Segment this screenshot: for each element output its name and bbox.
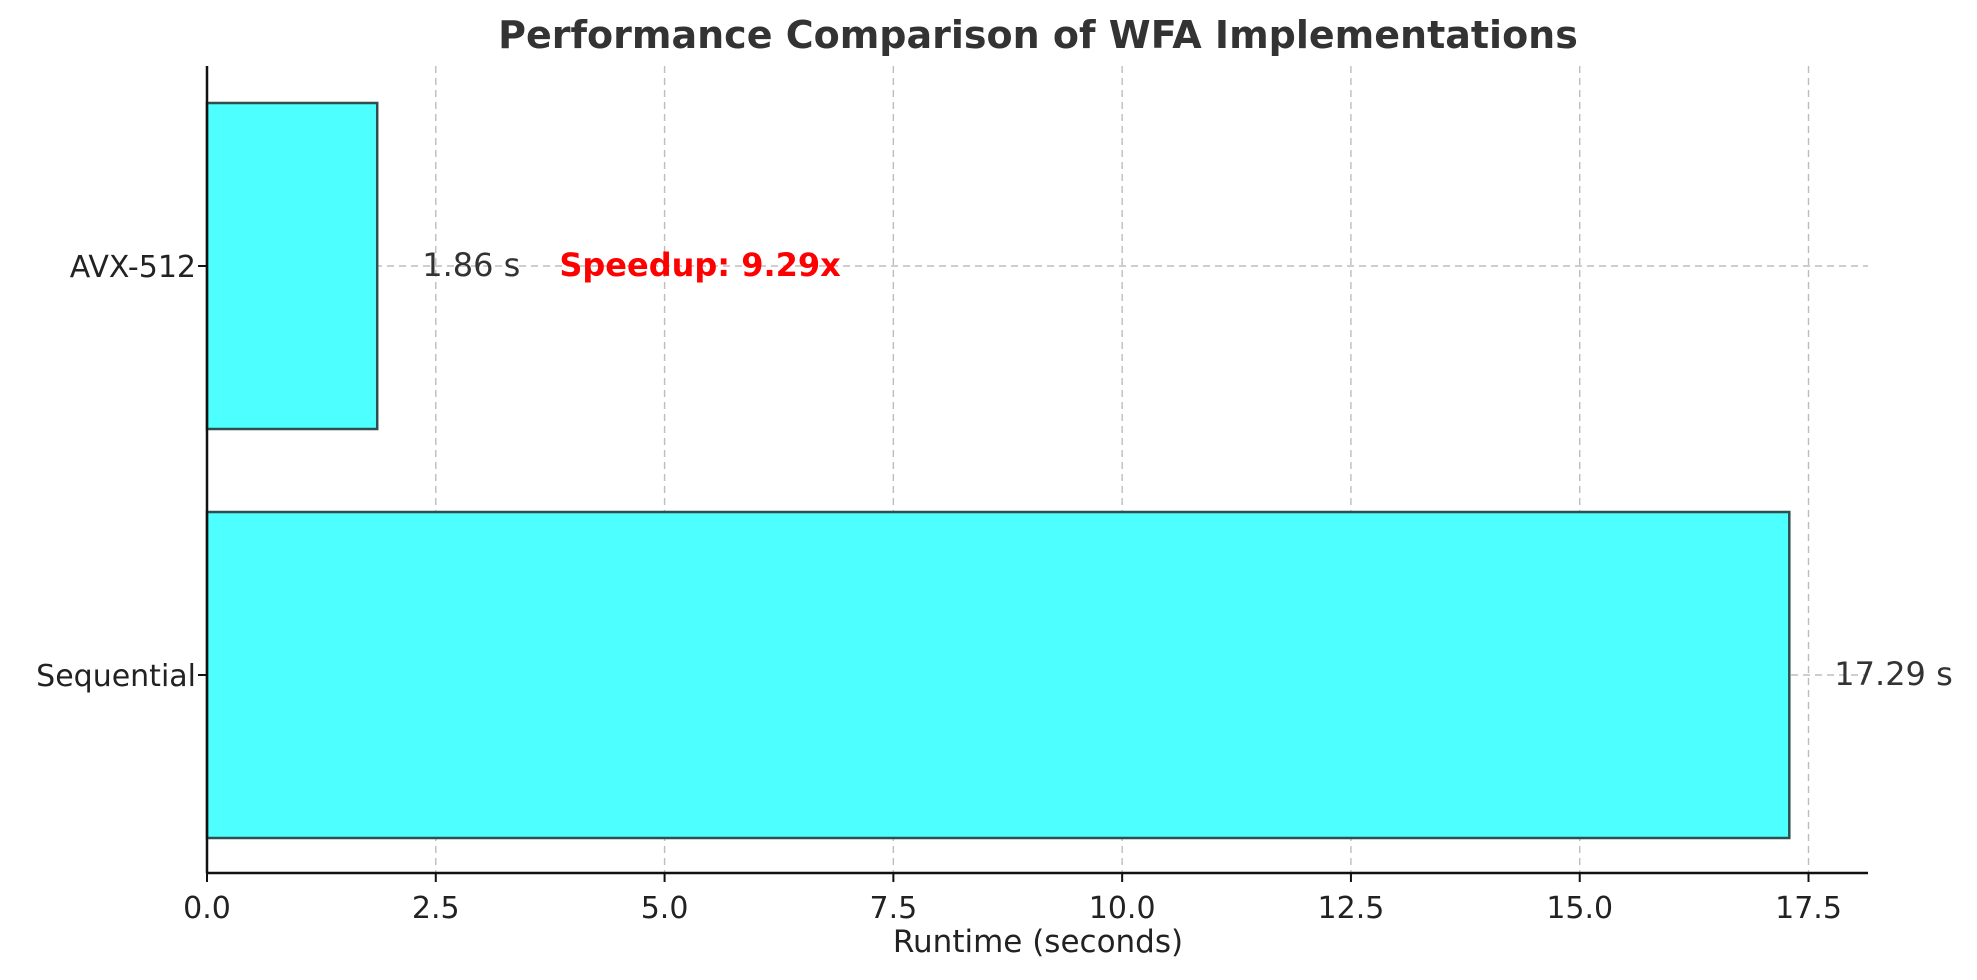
y-tick-label: Sequential [36, 659, 196, 694]
y-tick-label: AVX-512 [70, 250, 196, 285]
axes [205, 66, 1868, 875]
bar-value-label: 17.29 s [1834, 655, 1952, 693]
bar-value-label: 1.86 s [422, 246, 520, 284]
x-tick-label: 2.5 [412, 891, 460, 926]
ticks: 0.0 2.5 5.0 7.5 10.0 12.5 15.0 17.5 Sequential AV… [36, 250, 1842, 926]
x-tick-label: 10.0 [1089, 891, 1156, 926]
chart-title: Performance Comparison of WFA Implementa… [498, 13, 1578, 57]
speedup-annotation: Speedup: 9.29x [559, 246, 841, 284]
x-tick-label: 5.0 [641, 891, 689, 926]
x-tick-label: 15.0 [1546, 891, 1613, 926]
x-axis-label: Runtime (seconds) [893, 924, 1183, 960]
value-labels: 17.29 s 1.86 s Speedup: 9.29x [422, 246, 1953, 693]
bar-sequential [205, 510, 1791, 840]
x-tick-label: 0.0 [183, 891, 231, 926]
bar-avx-512 [205, 101, 379, 431]
x-tick-label: 12.5 [1318, 891, 1385, 926]
bars [205, 101, 1791, 840]
x-tick-label: 17.5 [1775, 891, 1842, 926]
x-tick-label: 7.5 [870, 891, 918, 926]
